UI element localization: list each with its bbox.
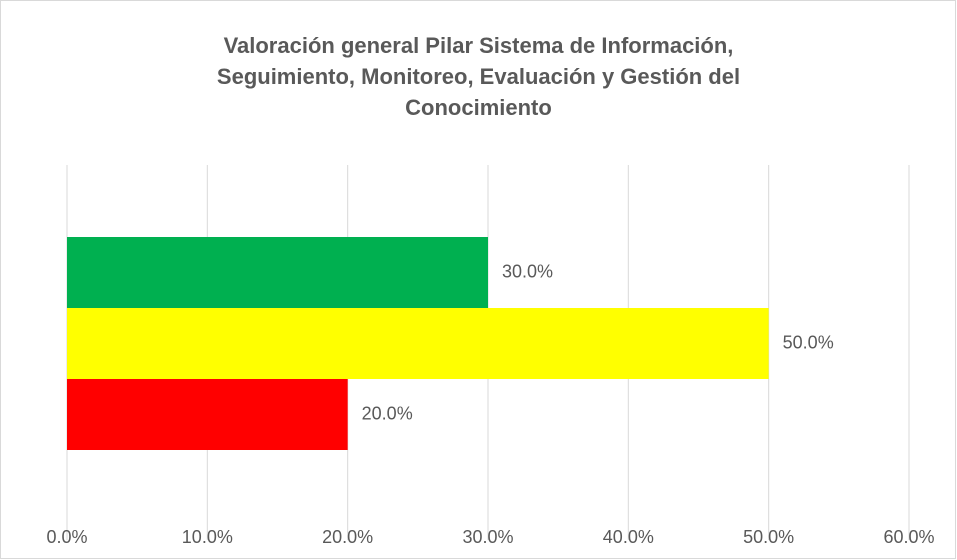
x-tick-label: 40.0% xyxy=(603,527,654,547)
bar xyxy=(67,237,488,308)
x-tick-label: 0.0% xyxy=(46,527,87,547)
data-label: 20.0% xyxy=(362,403,413,423)
x-tick-label: 60.0% xyxy=(883,527,934,547)
x-tick-label: 10.0% xyxy=(182,527,233,547)
bar xyxy=(67,308,769,379)
x-tick-label: 20.0% xyxy=(322,527,373,547)
data-label: 30.0% xyxy=(502,261,553,281)
x-tick-label: 50.0% xyxy=(743,527,794,547)
data-label: 50.0% xyxy=(783,332,834,352)
x-tick-label: 30.0% xyxy=(462,527,513,547)
bar xyxy=(67,379,348,450)
chart-title: Valoración general Pilar Sistema de Info… xyxy=(216,33,741,120)
